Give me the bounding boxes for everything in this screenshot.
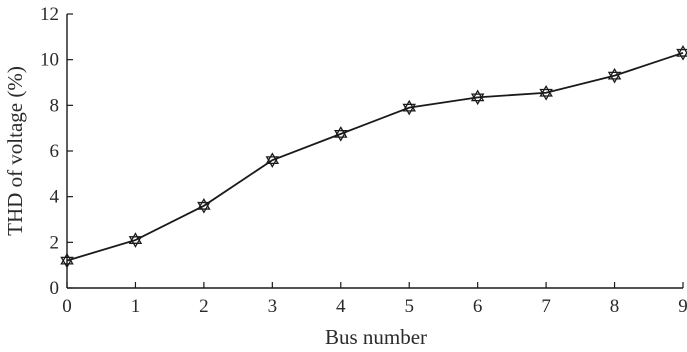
x-tick-label: 9 <box>678 296 687 317</box>
marker-triangle-up <box>470 89 485 102</box>
marker-triangle-up <box>676 45 687 57</box>
data-point <box>128 232 143 248</box>
y-axis-label: THD of voltage (%) <box>3 66 27 236</box>
marker-triangle-up <box>402 99 416 112</box>
marker-triangle-up <box>607 67 622 80</box>
x-axis-label: Bus number <box>325 325 427 349</box>
y-tick-label: 0 <box>50 278 60 299</box>
y-tick-label: 6 <box>50 141 60 162</box>
x-tick-label: 4 <box>336 296 346 317</box>
y-axis: 0 2 4 6 8 10 12 <box>40 4 73 299</box>
data-point <box>402 99 416 116</box>
series-layer <box>60 45 687 269</box>
x-tick-label: 7 <box>541 296 551 317</box>
marker-triangle-down <box>470 93 485 106</box>
y-tick-label: 2 <box>50 232 60 253</box>
data-point <box>539 84 553 101</box>
marker-triangle-up <box>128 232 143 244</box>
x-tick-label: 0 <box>62 296 72 317</box>
y-tick-label: 12 <box>40 4 59 25</box>
x-tick-label: 5 <box>404 296 414 317</box>
marker-triangle-up <box>539 84 553 97</box>
x-tick-label: 1 <box>131 296 141 317</box>
marker-triangle-down <box>539 88 553 101</box>
series-line <box>66 51 684 262</box>
marker-triangle-down <box>607 71 622 84</box>
y-tick-label: 4 <box>50 187 60 208</box>
x-tick-label: 8 <box>610 296 620 317</box>
data-point <box>470 89 485 106</box>
marker-triangle-up <box>334 126 348 138</box>
y-tick-label: 8 <box>50 95 60 116</box>
data-point <box>197 198 211 214</box>
y-tick-label: 10 <box>40 50 59 71</box>
marker-triangle-down <box>334 129 348 142</box>
data-point <box>676 45 687 61</box>
x-axis: 0 1 2 3 4 5 6 7 8 9 <box>62 282 687 317</box>
marker-triangle-down <box>128 236 143 248</box>
x-tick-label: 6 <box>473 296 483 317</box>
marker-triangle-down <box>60 256 74 269</box>
marker-triangle-up <box>265 152 280 165</box>
data-point <box>265 152 280 168</box>
marker-triangle-down <box>402 103 416 116</box>
marker-triangle-up <box>60 252 74 265</box>
data-point <box>60 252 74 269</box>
x-tick-label: 3 <box>268 296 278 317</box>
data-point <box>607 67 622 84</box>
x-tick-label: 2 <box>199 296 209 317</box>
data-point <box>334 126 348 142</box>
marker-triangle-up <box>197 198 211 210</box>
plot-area <box>66 14 683 289</box>
marker-triangle-down <box>676 48 687 61</box>
marker-triangle-down <box>197 201 211 214</box>
marker-triangle-down <box>265 156 280 168</box>
